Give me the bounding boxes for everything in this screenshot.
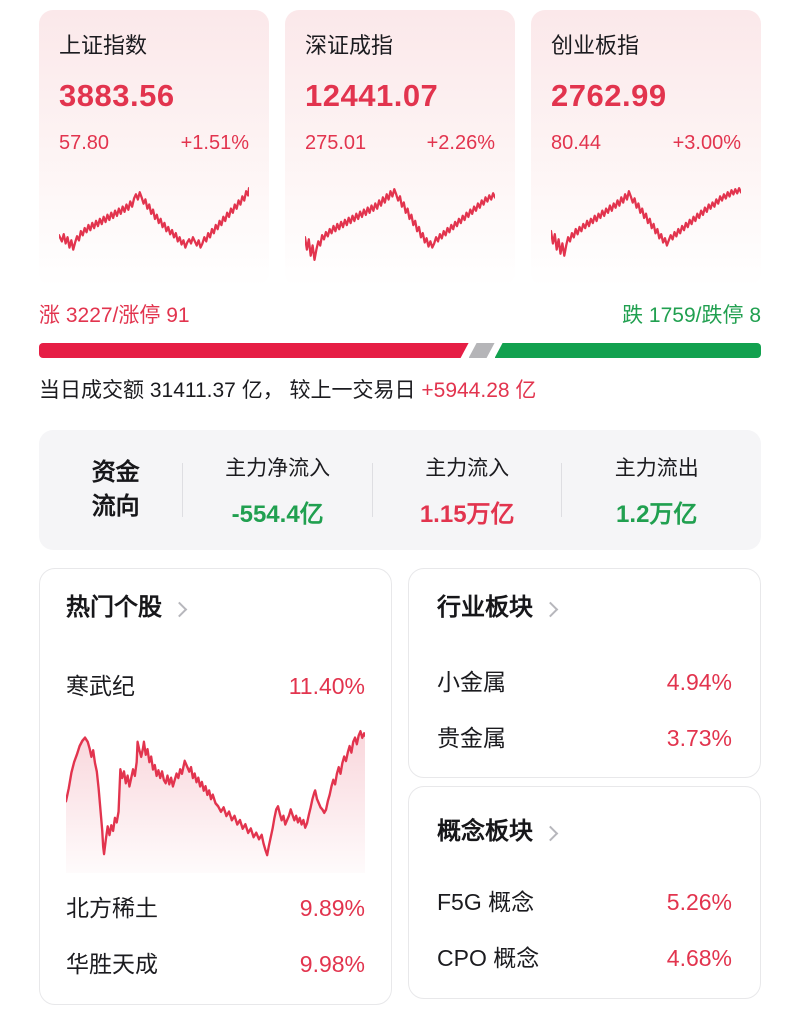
sector-row[interactable]: CPO 概念 4.68% bbox=[437, 943, 732, 973]
bottom-panels: 热门个股 寒武纪 11.40% 北方稀土 9.89% bbox=[39, 568, 761, 1005]
chevron-right-icon bbox=[542, 601, 559, 617]
market-breadth-labels: 涨 3227/涨停 91 跌 1759/跌停 8 bbox=[39, 303, 761, 329]
stock-row-featured[interactable]: 寒武纪 11.40% bbox=[66, 671, 365, 701]
fund-flow-title: 资金 流向 bbox=[91, 459, 140, 520]
stock-name: 北方稀土 bbox=[66, 895, 158, 921]
hot-stocks-panel: 热门个股 寒武纪 11.40% 北方稀土 9.89% bbox=[39, 568, 392, 1005]
fund-flow-net-inflow: 主力净流入 -554.4亿 bbox=[183, 452, 372, 529]
stock-name: 华胜天成 bbox=[66, 951, 158, 977]
index-name: 深证成指 bbox=[305, 33, 394, 58]
stock-change-percent: 9.98% bbox=[299, 951, 365, 977]
index-change-amount: 57.80 bbox=[59, 132, 110, 154]
industry-sectors-header[interactable]: 行业板块 bbox=[437, 593, 732, 623]
index-card-shanghai[interactable]: 上证指数 3883.56 57.80 +1.51% bbox=[39, 10, 269, 287]
industry-sectors-panel: 行业板块 小金属 4.94% 贵金属 3.73% bbox=[408, 568, 761, 778]
sector-change-percent: 4.94% bbox=[666, 669, 732, 695]
vertical-divider bbox=[182, 463, 184, 517]
stock-row[interactable]: 北方稀土 9.89% bbox=[66, 893, 365, 923]
fund-flow-value: 1.15万亿 bbox=[419, 500, 515, 528]
index-name: 创业板指 bbox=[551, 33, 640, 58]
fund-flow-outflow: 主力流出 1.2万亿 bbox=[562, 452, 751, 529]
hot-chart-line bbox=[66, 729, 365, 857]
breadth-bar-flat-segment bbox=[469, 343, 495, 358]
breadth-bar-up-segment bbox=[39, 343, 469, 358]
index-cards: 上证指数 3883.56 57.80 +1.51% 深证成指 12441.07 … bbox=[39, 10, 761, 287]
hot-stock-chart bbox=[66, 729, 365, 873]
panel-title: 热门个股 bbox=[66, 594, 162, 621]
sector-change-percent: 5.26% bbox=[666, 889, 732, 915]
index-sparkline-chart bbox=[551, 186, 741, 257]
fund-flow-value: -554.4亿 bbox=[231, 500, 324, 528]
vertical-divider bbox=[561, 463, 563, 517]
index-name: 上证指数 bbox=[59, 33, 148, 58]
chevron-right-icon bbox=[171, 601, 188, 617]
index-change-percent: +2.26% bbox=[426, 132, 495, 154]
index-card-shenzhen[interactable]: 深证成指 12441.07 275.01 +2.26% bbox=[285, 10, 515, 287]
sector-name: F5G 概念 bbox=[437, 889, 535, 915]
vertical-divider bbox=[371, 463, 373, 517]
index-change-percent: +1.51% bbox=[180, 132, 249, 154]
fund-flow-card: 资金 流向 主力净流入 -554.4亿 主力流入 1.15万亿 主力流出 1.2… bbox=[39, 430, 761, 550]
sector-row[interactable]: 小金属 4.94% bbox=[437, 667, 732, 697]
stock-row[interactable]: 华胜天成 9.98% bbox=[66, 949, 365, 979]
sector-name: 小金属 bbox=[437, 669, 506, 695]
stock-name: 寒武纪 bbox=[66, 673, 135, 699]
sector-name: 贵金属 bbox=[437, 725, 506, 751]
concept-sectors-panel: 概念板块 F5G 概念 5.26% CPO 概念 4.68% bbox=[408, 786, 761, 999]
breadth-bar-down-segment bbox=[494, 343, 761, 358]
index-change-row: 80.44 +3.00% bbox=[551, 130, 741, 156]
turnover-line: 当日成交额 31411.37 亿， 较上一交易日 +5944.28 亿 bbox=[39, 378, 761, 404]
hot-stocks-header[interactable]: 热门个股 bbox=[66, 593, 365, 623]
fund-flow-label: 主力流出 bbox=[614, 456, 699, 480]
index-change-percent: +3.00% bbox=[672, 132, 741, 154]
sector-change-percent: 4.68% bbox=[666, 945, 732, 971]
fund-flow-value: 1.2万亿 bbox=[616, 500, 698, 528]
index-card-chinext[interactable]: 创业板指 2762.99 80.44 +3.00% bbox=[531, 10, 761, 287]
panel-title: 概念板块 bbox=[437, 818, 533, 845]
index-change-amount: 80.44 bbox=[551, 132, 602, 154]
index-sparkline-chart bbox=[305, 188, 495, 262]
index-sparkline-chart bbox=[59, 186, 249, 251]
fund-flow-label: 主力流入 bbox=[425, 456, 510, 480]
sector-name: CPO 概念 bbox=[437, 945, 540, 971]
hot-chart-fill bbox=[66, 731, 365, 873]
sector-change-percent: 3.73% bbox=[666, 725, 732, 751]
fund-flow-inflow: 主力流入 1.15万亿 bbox=[373, 452, 562, 529]
sector-row[interactable]: F5G 概念 5.26% bbox=[437, 887, 732, 917]
turnover-delta: +5944.28 亿 bbox=[421, 379, 537, 402]
index-value: 12441.07 bbox=[305, 78, 439, 113]
advancers-label: 涨 3227/涨停 91 bbox=[39, 304, 190, 327]
market-breadth-bar bbox=[39, 343, 761, 358]
index-change-row: 275.01 +2.26% bbox=[305, 130, 495, 156]
sector-panels-column: 行业板块 小金属 4.94% 贵金属 3.73% 概念板块 bbox=[408, 568, 761, 999]
index-value: 2762.99 bbox=[551, 78, 667, 113]
fund-flow-label: 主力净流入 bbox=[225, 456, 331, 480]
index-change-row: 57.80 +1.51% bbox=[59, 130, 249, 156]
sector-row[interactable]: 贵金属 3.73% bbox=[437, 723, 732, 753]
index-value: 3883.56 bbox=[59, 78, 175, 113]
stock-change-percent: 11.40% bbox=[288, 673, 365, 699]
turnover-text: 当日成交额 31411.37 亿， 较上一交易日 bbox=[39, 379, 422, 402]
concept-sectors-header[interactable]: 概念板块 bbox=[437, 817, 732, 847]
index-change-amount: 275.01 bbox=[305, 132, 367, 154]
chevron-right-icon bbox=[542, 825, 559, 841]
decliners-label: 跌 1759/跌停 8 bbox=[622, 304, 761, 327]
stock-change-percent: 9.89% bbox=[299, 895, 365, 921]
panel-title: 行业板块 bbox=[437, 594, 533, 621]
